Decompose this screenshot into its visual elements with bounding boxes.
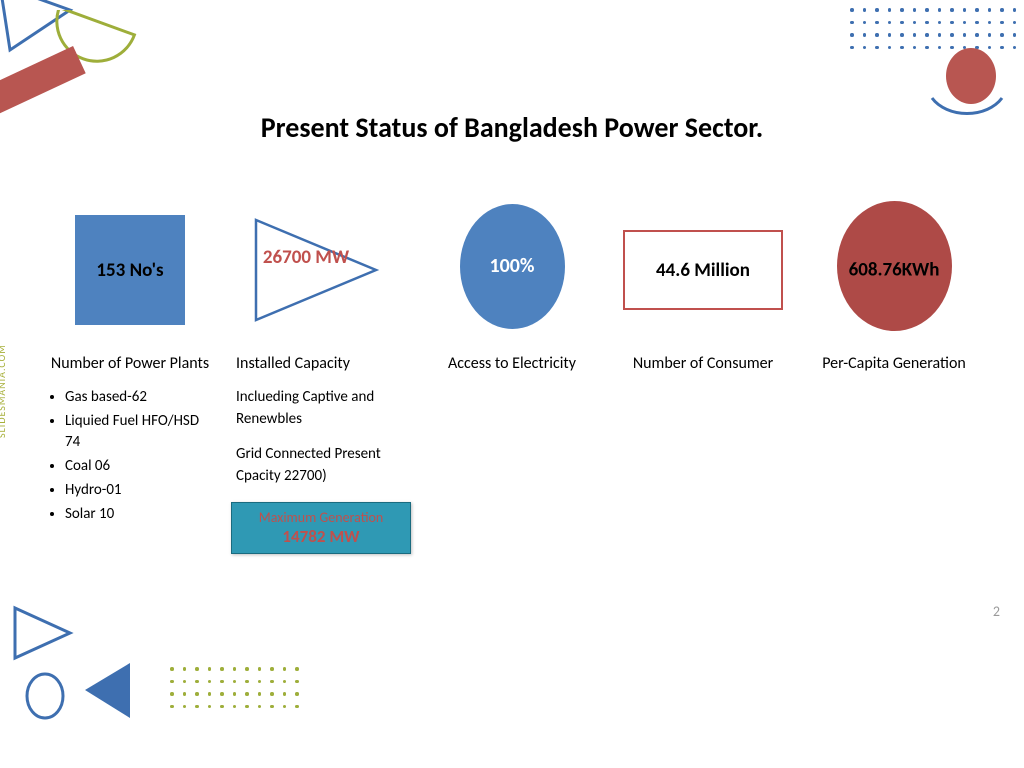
- stat-body: Inclueding Captive and Renewbles Grid Co…: [236, 387, 406, 488]
- stat-value: 100%: [490, 254, 535, 278]
- deco-bl-triangle-outline: [10, 598, 80, 668]
- bullet: Liquied Fuel HFO/HSD 74: [65, 411, 215, 455]
- page-title: Present Status of Bangladesh Power Secto…: [0, 110, 1024, 145]
- deco-bl-triangle-fill: [80, 658, 140, 728]
- body-line: Inclueding Captive and Renewbles: [236, 387, 406, 431]
- watermark: SLIDESMANIA.COM: [0, 344, 8, 438]
- stat-value: 608.76KWh: [849, 259, 940, 282]
- col-per-capita: 608.76KWh Per-Capita Generation: [804, 200, 984, 554]
- page-number: 2: [993, 603, 1000, 620]
- stat-value: 153 No's: [96, 259, 163, 282]
- col-access-electricity: 100% Access to Electricity: [422, 200, 602, 554]
- stat-label: Installed Capacity: [236, 354, 406, 375]
- body-line: Grid Connected Present Cpacity 22700): [236, 444, 406, 488]
- stat-label: Number of Consumer: [623, 354, 783, 375]
- bullet: Solar 10: [65, 504, 215, 526]
- stat-ellipse-blue: 100%: [460, 204, 565, 329]
- stat-square: 153 No's: [75, 215, 185, 325]
- bullet: Gas based-62: [65, 387, 215, 409]
- col-installed-capacity: 26700 MW Installed Capacity Inclueding C…: [231, 200, 411, 554]
- stat-label: Number of Power Plants: [50, 354, 210, 375]
- deco-bl-dots: [170, 667, 299, 708]
- deco-bl-circle-outline: [20, 668, 70, 728]
- col-power-plants: 153 No's Number of Power Plants Gas base…: [40, 200, 220, 554]
- max-gen-title: Maximum Generation: [236, 509, 406, 526]
- bullet: Coal 06: [65, 456, 215, 478]
- stats-columns: 153 No's Number of Power Plants Gas base…: [40, 200, 984, 554]
- stat-label: Per-Capita Generation: [814, 354, 974, 375]
- deco-tr-dots: [850, 8, 1016, 49]
- stat-body: Gas based-62 Liquied Fuel HFO/HSD 74 Coa…: [45, 387, 215, 528]
- stat-label: Access to Electricity: [432, 354, 592, 375]
- stat-value: 44.6 Million: [656, 259, 750, 282]
- stat-triangle: 26700 MW: [236, 210, 406, 330]
- stat-rect-outline: 44.6 Million: [623, 230, 783, 310]
- bullet: Hydro-01: [65, 480, 215, 502]
- max-gen-value: 14782 MW: [236, 526, 406, 547]
- max-generation-box: Maximum Generation 14782 MW: [231, 502, 411, 554]
- stat-value: 26700 MW: [226, 246, 386, 269]
- col-consumers: 44.6 Million Number of Consumer: [613, 200, 793, 554]
